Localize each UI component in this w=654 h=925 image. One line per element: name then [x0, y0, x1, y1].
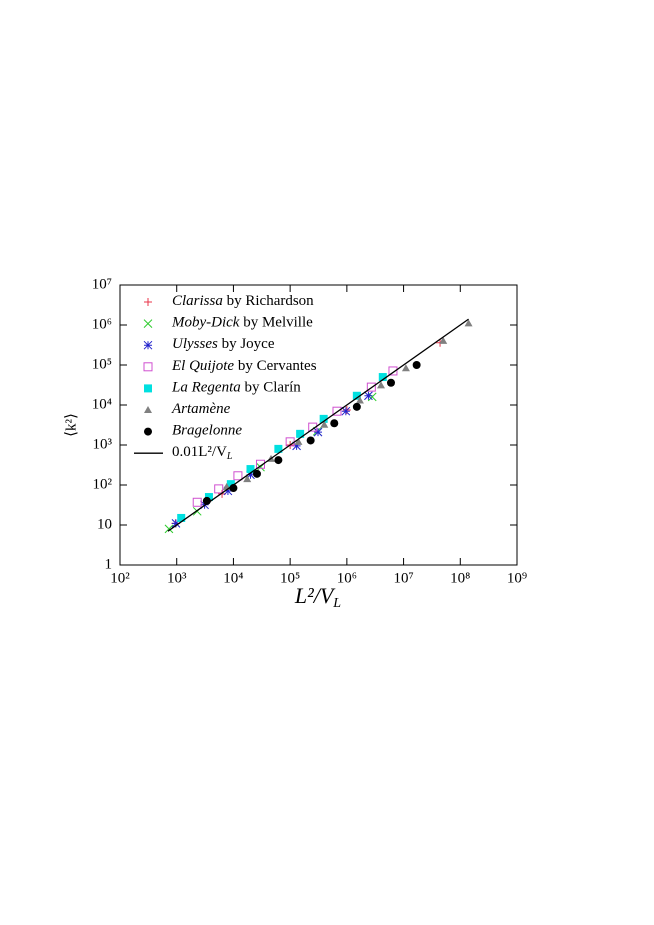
x-axis-label-sub: L: [332, 596, 341, 611]
legend-name-rest: by Melville: [243, 315, 313, 331]
marker-triangle: [355, 396, 364, 404]
x-tick-label: 10⁸: [450, 570, 470, 586]
marker-triangle: [294, 437, 303, 445]
marker-square-open: [214, 484, 224, 494]
legend-name: La Regenta: [171, 380, 241, 396]
marker-circle: [306, 436, 315, 445]
marker-square: [378, 373, 387, 382]
legend-label: Moby-Dick by Melville: [171, 315, 313, 331]
marker-square: [144, 384, 152, 393]
marker-star: [364, 391, 373, 401]
legend-name-rest: by Clarín: [245, 380, 302, 396]
legend-name: Ulysses: [172, 337, 218, 353]
legend-name: Bragelonne: [172, 423, 242, 439]
marker-square-open: [233, 471, 243, 481]
marker-circle: [386, 378, 395, 387]
marker-square: [352, 391, 361, 400]
legend-name-rest: by Cervantes: [238, 358, 317, 374]
x-tick-label: 10²: [110, 570, 130, 586]
marker-square-open: [255, 459, 265, 469]
y-tick-label: 10⁴: [92, 396, 112, 412]
marker-star: [313, 427, 323, 437]
marker-star: [246, 470, 255, 480]
marker-square-open: [332, 406, 342, 416]
marker-square: [296, 429, 305, 438]
legend-label: El Quijote by Cervantes: [171, 358, 317, 374]
legend-name: El Quijote: [171, 358, 234, 374]
marker-plus: [144, 298, 152, 306]
marker-square: [226, 480, 235, 489]
y-tick-label: 1: [105, 556, 113, 572]
marker-cross: [164, 524, 174, 534]
legend-name: Moby-Dick: [171, 315, 240, 331]
y-tick-label: 10³: [93, 436, 113, 452]
y-tick-label: 10: [97, 516, 112, 532]
marker-triangle: [401, 364, 410, 372]
legend-label: Ulysses by Joyce: [172, 337, 275, 353]
x-tick-label: 10⁶: [337, 570, 357, 586]
marker-square: [319, 414, 328, 423]
marker-square-open: [388, 366, 398, 376]
y-tick-label: 10⁵: [92, 356, 112, 372]
legend-label: Artamène: [171, 401, 231, 417]
plot-frame: [119, 284, 518, 566]
marker-square: [274, 444, 283, 453]
legend-name: Clarissa: [172, 293, 223, 309]
legend-name: 0.01L²/V: [172, 445, 227, 461]
marker-triangle: [144, 406, 152, 413]
marker-square-open: [192, 497, 202, 507]
y-axis-label: ⟨k²⟩: [63, 413, 79, 437]
legend-label: 0.01L²/VL: [172, 445, 233, 463]
marker-star: [171, 518, 181, 528]
marker-circle: [412, 361, 421, 369]
marker-star: [223, 486, 233, 496]
legend-name: Artamène: [171, 401, 231, 417]
x-tick-label: 10⁵: [280, 570, 300, 586]
marker-square-open: [143, 362, 153, 372]
marker-star: [292, 441, 301, 451]
x-tick-label: 10⁹: [507, 570, 527, 586]
x-tick-label: 10³: [167, 570, 187, 586]
marker-square: [246, 465, 255, 474]
marker-star: [341, 406, 351, 416]
marker-square: [177, 513, 186, 522]
x-tick-label: 10⁷: [393, 570, 413, 586]
marker-cross: [143, 319, 153, 328]
marker-triangle: [377, 381, 386, 389]
legend-label: Clarissa by Richardson: [172, 293, 314, 309]
legend-label: Bragelonne: [172, 423, 242, 439]
fit-line: [167, 318, 469, 532]
marker-circle: [252, 469, 261, 478]
y-tick-label: 10⁶: [92, 316, 112, 332]
marker-circle: [352, 402, 361, 411]
marker-square-open: [308, 422, 318, 432]
marker-star: [143, 340, 153, 350]
marker-triangle: [439, 336, 448, 344]
x-axis-label-main: L²/V: [294, 583, 336, 608]
x-tick-label: 10⁴: [223, 570, 243, 586]
y-tick-label: 10⁷: [92, 276, 112, 292]
marker-square: [204, 493, 213, 502]
marker-circle: [330, 419, 339, 428]
marker-circle: [144, 427, 152, 436]
marker-triangle: [243, 475, 252, 483]
legend-label: La Regenta by Clarín: [171, 380, 301, 396]
y-tick-label: 10²: [93, 476, 113, 492]
marker-triangle: [464, 319, 473, 327]
legend-name-rest: by Richardson: [227, 293, 315, 309]
marker-square-open: [366, 382, 376, 392]
legend-name-sub: L: [226, 451, 233, 462]
legend-name-rest: by Joyce: [222, 337, 275, 353]
marker-triangle: [320, 420, 329, 428]
x-axis-label: L²/VL: [294, 583, 341, 611]
marker-circle: [274, 456, 283, 465]
